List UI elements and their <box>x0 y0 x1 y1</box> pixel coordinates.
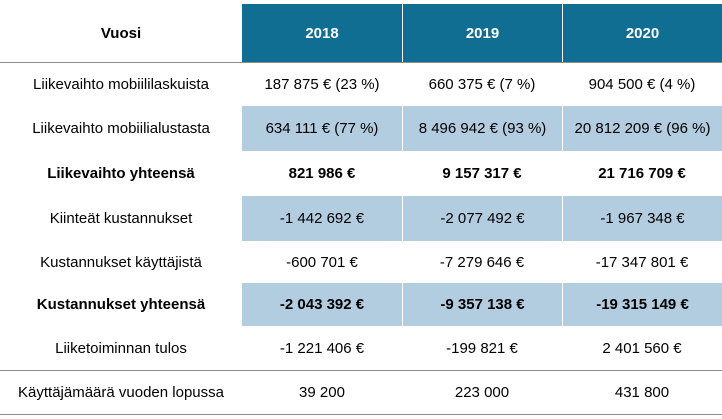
table-row: Kiinteät kustannukset -1 442 692 € -2 07… <box>0 196 722 241</box>
row-label: Liikevaihto mobiilialustasta <box>32 120 210 137</box>
row-value: -1 967 348 € <box>562 196 722 241</box>
row-value: -600 701 € <box>286 253 358 271</box>
row-value: 431 800 <box>614 384 670 401</box>
row-value: 821 986 € <box>288 165 356 182</box>
result-divider <box>0 370 722 371</box>
row-value: -1 442 692 € <box>242 196 402 241</box>
bottom-rule <box>0 414 722 415</box>
table-row: Käyttäjämäärä vuoden lopussa 39 200 223 … <box>0 371 722 414</box>
row-value: 20 812 209 € (96 %) <box>562 106 722 151</box>
table-row: Kustannukset käyttäjistä -600 701 € -7 2… <box>0 241 722 283</box>
row-value: -17 347 801 € <box>595 253 689 271</box>
header-year-2020: 2020 <box>562 4 722 62</box>
row-value: 39 200 <box>299 384 345 401</box>
row-value: 2 401 560 € <box>602 339 682 357</box>
row-value: -1 221 406 € <box>279 339 365 357</box>
row-label: Kustannukset käyttäjistä <box>40 253 202 271</box>
table-row: Liikevaihto mobiilialustasta 634 111 € (… <box>0 106 722 151</box>
row-value: 223 000 <box>454 384 510 401</box>
table-row-total: Liikevaihto yhteensä 821 986 € 9 157 317… <box>0 151 722 196</box>
row-value: 904 500 € (4 %) <box>588 76 696 93</box>
row-value: -7 279 646 € <box>439 253 525 271</box>
row-label: Liikevaihto mobiililaskuista <box>33 76 209 93</box>
table-header-row: Vuosi 2018 2019 2020 <box>0 4 722 62</box>
row-value: 634 111 € (77 %) <box>242 106 402 151</box>
row-value: -2 077 492 € <box>402 196 562 241</box>
row-value: -9 357 138 € <box>402 283 562 326</box>
row-value: 187 875 € (23 %) <box>264 76 380 93</box>
row-value: 9 157 317 € <box>442 165 522 182</box>
row-label: Liikevaihto yhteensä <box>47 165 195 182</box>
row-value: 660 375 € (7 %) <box>428 76 536 93</box>
row-value: 21 716 709 € <box>598 165 686 182</box>
row-label: Liiketoiminnan tulos <box>55 339 187 357</box>
row-value: -19 315 149 € <box>562 283 722 326</box>
table-row: Liikevaihto mobiililaskuista 187 875 € (… <box>0 63 722 106</box>
row-value: 8 496 942 € (93 %) <box>402 106 562 151</box>
row-value: -199 821 € <box>446 339 518 357</box>
table-row: Liiketoiminnan tulos -1 221 406 € -199 8… <box>0 326 722 370</box>
table-row-total: Kustannukset yhteensä -2 043 392 € -9 35… <box>0 283 722 326</box>
header-divider <box>0 62 722 63</box>
row-label: Kustannukset yhteensä <box>36 296 206 313</box>
row-label: Käyttäjämäärä vuoden lopussa <box>18 384 224 401</box>
row-value: -2 043 392 € <box>242 283 402 326</box>
header-label: Vuosi <box>100 24 142 42</box>
row-label: Kiinteät kustannukset <box>49 210 193 227</box>
header-year-2018: 2018 <box>242 4 402 62</box>
header-year-2019: 2019 <box>402 4 562 62</box>
